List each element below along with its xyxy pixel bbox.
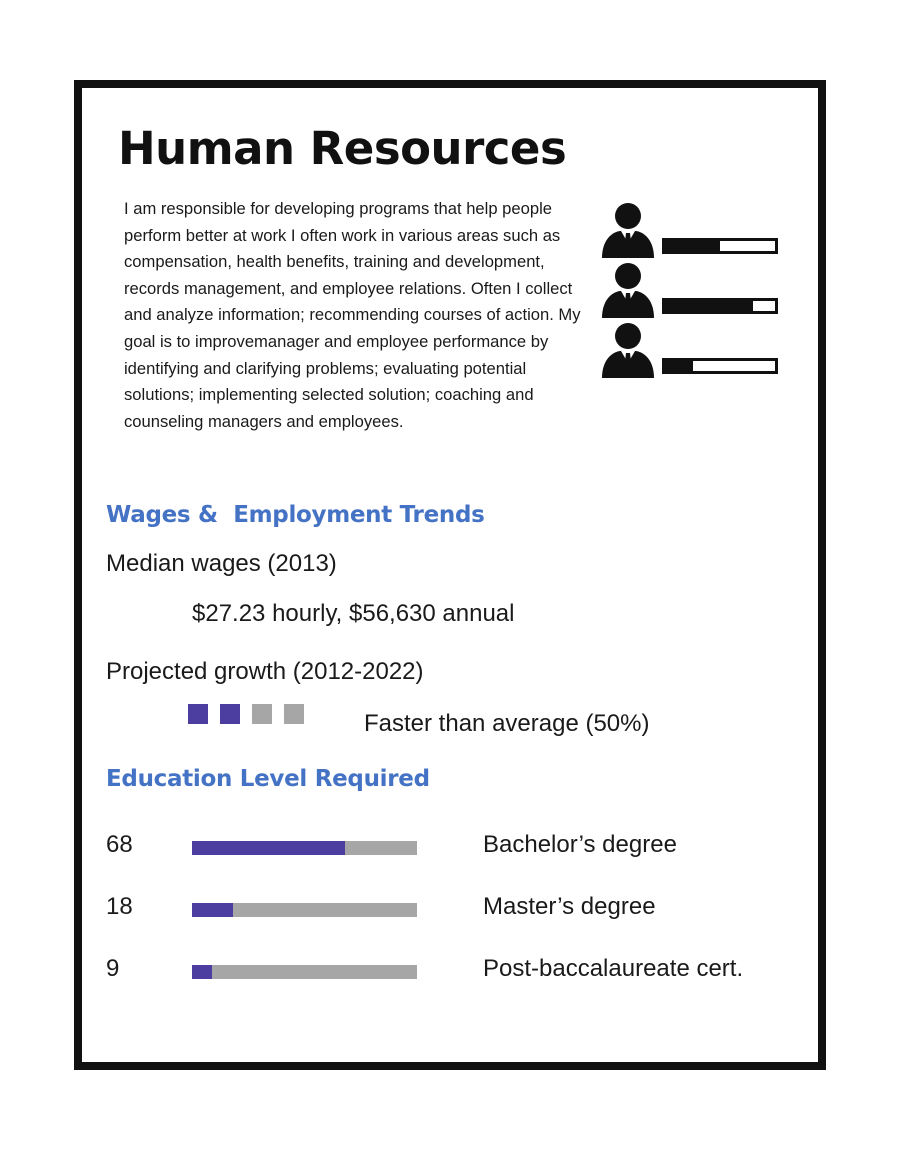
person-meter <box>600 202 790 258</box>
wages-heading: Wages & Employment Trends <box>106 502 485 528</box>
education-bar-fill <box>192 965 213 979</box>
education-bar-fill <box>192 841 345 855</box>
meter-fill <box>665 361 693 371</box>
projected-growth-value: Faster than average (50%) <box>364 710 650 737</box>
job-description: I am responsible for developing programs… <box>124 199 581 431</box>
person-meter <box>600 262 790 318</box>
education-value: 68 <box>106 831 133 858</box>
education-label: Bachelor’s degree <box>483 831 677 858</box>
education-label: Master’s degree <box>483 893 656 920</box>
education-row: 9 Post-baccalaureate cert. <box>106 955 806 995</box>
education-bar <box>192 903 417 917</box>
education-label: Post-baccalaureate cert. <box>483 955 744 982</box>
meter-bar <box>662 358 778 374</box>
education-heading: Education Level Required <box>106 766 430 792</box>
career-card: Human Resources I am responsible for dev… <box>74 80 826 1070</box>
person-tie-icon <box>602 203 654 258</box>
education-bar <box>192 965 417 979</box>
education-bar <box>192 841 417 855</box>
page-title: Human Resources <box>118 122 567 175</box>
education-row: 18 Master’s degree <box>106 893 806 933</box>
rating-square-empty <box>284 704 304 724</box>
projected-growth-label: Projected growth (2012-2022) <box>106 658 424 685</box>
education-bar-fill <box>192 903 233 917</box>
rating-square-empty <box>252 704 272 724</box>
meter-fill <box>665 301 753 311</box>
education-row: 68 Bachelor’s degree <box>106 831 806 871</box>
rating-square-filled <box>188 704 208 724</box>
rating-square-filled <box>220 704 240 724</box>
education-value: 18 <box>106 893 133 920</box>
person-meter <box>600 322 790 378</box>
median-wages-label: Median wages (2013) <box>106 550 337 577</box>
meter-fill <box>665 241 720 251</box>
meter-bar <box>662 298 778 314</box>
median-wages-value: $27.23 hourly, $56,630 annual <box>192 600 515 627</box>
meter-bar <box>662 238 778 254</box>
education-value: 9 <box>106 955 120 982</box>
people-meters <box>600 202 790 392</box>
person-tie-icon <box>602 263 654 318</box>
person-tie-icon <box>602 323 654 378</box>
